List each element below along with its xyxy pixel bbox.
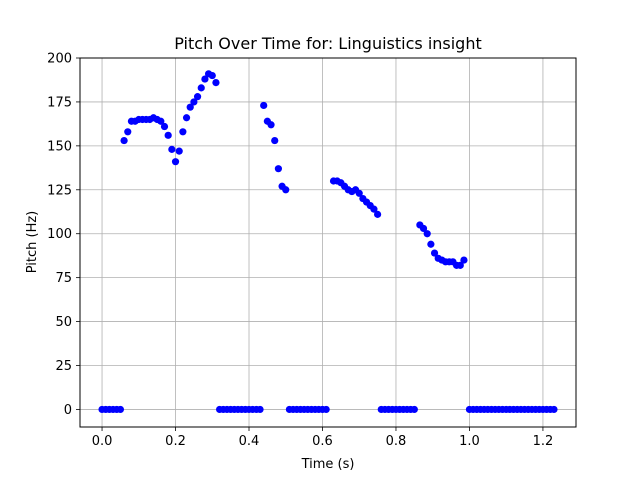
data-point (374, 210, 382, 218)
data-point (267, 121, 275, 129)
data-point (550, 405, 558, 414)
data-point (419, 224, 428, 233)
data-point (116, 405, 125, 414)
x-axis-ticks: 0.0 0.2 0.4 0.6 0.8 1.0 1.2 (92, 427, 554, 449)
data-point (168, 145, 176, 153)
data-point (274, 165, 282, 173)
x-tick-label: 0.4 (239, 434, 260, 449)
y-tick-label: 75 (55, 271, 72, 286)
data-point (157, 117, 165, 125)
x-tick-label: 0.0 (92, 434, 113, 449)
data-point (430, 249, 439, 257)
data-point (190, 98, 198, 106)
y-tick-label: 25 (55, 359, 72, 374)
data-point (182, 114, 191, 122)
data-point (160, 122, 169, 131)
x-tick-label: 0.8 (386, 434, 407, 449)
plot-frame (79, 57, 577, 428)
data-point (201, 75, 209, 83)
data-point (197, 84, 205, 92)
y-tick-label: 100 (47, 227, 72, 242)
y-axis-label: Pitch (Hz) (25, 211, 40, 274)
x-tick-label: 1.2 (533, 434, 554, 449)
y-tick-label: 150 (47, 139, 72, 154)
data-point (322, 405, 330, 414)
data-point (120, 136, 128, 145)
data-point (355, 189, 363, 197)
data-points (98, 70, 558, 414)
x-tick-label: 1.0 (459, 434, 480, 449)
x-tick-label: 0.6 (312, 434, 333, 449)
y-tick-label: 200 (47, 52, 72, 67)
data-point (175, 147, 183, 155)
data-point (124, 128, 132, 136)
data-point (370, 205, 378, 213)
data-point (282, 186, 290, 194)
data-point (460, 256, 468, 264)
y-axis-ticks: 0 25 50 75 100 125 150 175 200 (47, 52, 80, 418)
y-tick-label: 0 (64, 403, 72, 418)
data-point (171, 158, 180, 166)
data-point (456, 261, 464, 269)
grid-lines (80, 57, 576, 427)
data-point (208, 71, 216, 80)
x-axis-label: Time (s) (301, 457, 355, 472)
chart-title: Pitch Over Time for: Linguistics insight (174, 34, 482, 53)
data-point (423, 230, 431, 238)
data-point (186, 103, 194, 111)
x-tick-label: 0.2 (165, 434, 186, 449)
data-point (164, 131, 172, 139)
data-point (256, 405, 264, 414)
data-point (193, 93, 202, 101)
data-point (212, 79, 220, 87)
data-point (410, 405, 418, 414)
data-point (427, 240, 435, 248)
y-tick-label: 175 (47, 95, 72, 110)
y-tick-label: 125 (47, 183, 72, 198)
data-point (260, 101, 268, 110)
data-point (179, 128, 187, 136)
y-tick-label: 50 (55, 315, 72, 330)
data-point (271, 136, 279, 145)
